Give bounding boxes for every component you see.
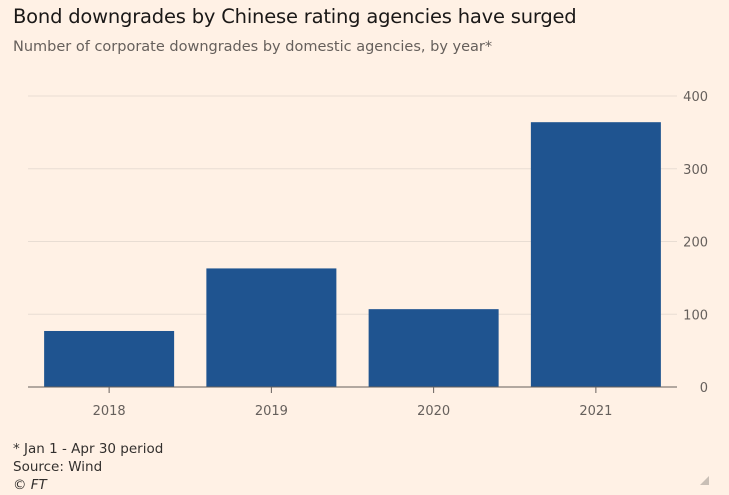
resize-handle-icon	[700, 476, 709, 485]
bar-2021	[530, 122, 661, 387]
ft-copyright: © FT	[13, 477, 47, 493]
bar-chart: 0 100 200 300 400 2018 2019 2020 2021	[28, 90, 708, 419]
x-tick-label-2018: 2018	[93, 404, 126, 419]
footnote: * Jan 1 - Apr 30 period	[13, 441, 164, 457]
chart-title: Bond downgrades by Chinese rating agenci…	[13, 5, 577, 28]
bar-2019	[206, 268, 337, 387]
y-tick-label-0: 0	[700, 381, 708, 396]
bar-2020	[368, 309, 499, 387]
x-tick-label-2020: 2020	[417, 404, 450, 419]
y-tick-label-300: 300	[683, 163, 708, 178]
source-note: Source: Wind	[13, 459, 103, 475]
y-tick-label-400: 400	[683, 90, 708, 105]
chart-subtitle: Number of corporate downgrades by domest…	[13, 39, 493, 55]
x-tick-label-2021: 2021	[579, 404, 612, 419]
bar-2018	[44, 330, 175, 387]
x-tick-label-2019: 2019	[255, 404, 288, 419]
y-tick-label-200: 200	[683, 236, 708, 251]
y-tick-label-100: 100	[683, 308, 708, 323]
